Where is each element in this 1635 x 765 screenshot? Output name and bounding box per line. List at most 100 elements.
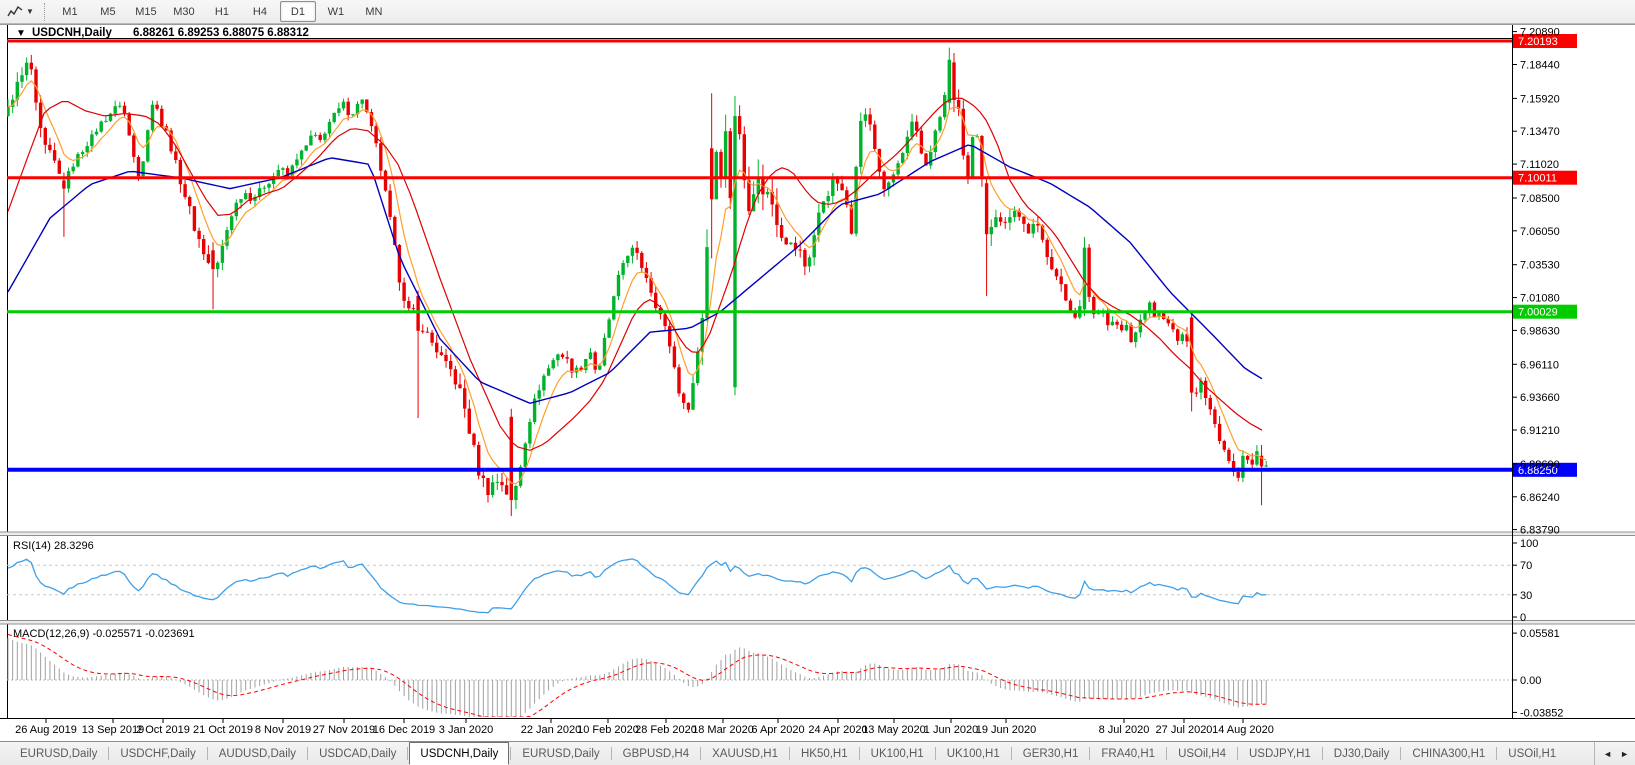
- timeframe-button-d1[interactable]: D1: [279, 1, 316, 22]
- tab-divider: [1400, 747, 1402, 760]
- price-badge: [1513, 462, 1577, 477]
- date-axis-label: 27 Nov 2019: [313, 724, 375, 736]
- rsi-axis-label: 0: [1520, 612, 1526, 624]
- chart-tab-uk100-h1[interactable]: UK100,H1: [870, 747, 924, 760]
- rsi-line: [7, 558, 1267, 614]
- chart-tab-audusd-daily[interactable]: AUDUSD,Daily: [218, 747, 297, 760]
- price-axis-label: 7.08500: [1520, 193, 1560, 205]
- triangle-left-icon[interactable]: ◄: [1603, 748, 1613, 759]
- triangle-right-icon[interactable]: ►: [1620, 748, 1629, 759]
- macd-axis-label: -0.03852: [1520, 707, 1563, 719]
- date-axis-label: 22 Jan 2020: [521, 724, 582, 736]
- date-axis-label: 18 Mar 2020: [692, 724, 754, 736]
- price-badge-label: 7.10011: [1518, 173, 1557, 185]
- date-axis-label: 19 Jun 2020: [976, 724, 1037, 736]
- candlestick-series: [7, 47, 1268, 517]
- date-axis-label: 14 Aug 2020: [1212, 724, 1274, 736]
- rsi-axis-label: 70: [1520, 560, 1532, 572]
- timeframe-button-h4[interactable]: H4: [252, 5, 267, 18]
- chart-tab-ger30-h1[interactable]: GER30,H1: [1022, 747, 1079, 760]
- chart-tab-hk50-h1[interactable]: HK50,H1: [800, 747, 848, 760]
- tab-divider: [1496, 747, 1498, 760]
- triangle-down-icon[interactable]: ▼: [16, 28, 26, 39]
- chart-tab-uk100-h1[interactable]: UK100,H1: [946, 747, 1000, 760]
- price-axis-label: 6.88690: [1520, 459, 1560, 471]
- date-axis-label: 10 Feb 2020: [577, 724, 639, 736]
- timeframe-button-h1[interactable]: H1: [214, 5, 229, 18]
- tab-divider: [1237, 747, 1238, 760]
- chart-tab-dj30-daily[interactable]: DJ30,Daily: [1333, 747, 1390, 760]
- tab-divider: [108, 747, 110, 760]
- price-axis-label: 7.20890: [1520, 27, 1560, 39]
- chart-canvas[interactable]: 7.20193 7.10011 7.00029 6.88250 100 70 30 0 0.…: [0, 24, 1635, 741]
- date-axis-label: 2 Oct 2019: [136, 724, 190, 736]
- chart-tab-china300-h1[interactable]: CHINA300,H1: [1412, 747, 1486, 760]
- price-axis-label: 7.01080: [1520, 293, 1560, 305]
- macd-axis-label: 0.00: [1520, 675, 1541, 687]
- price-badge: [1513, 304, 1577, 319]
- chart-title-symbol: USDCNH,Daily: [32, 27, 112, 39]
- chart-tools-dropdown[interactable]: ▼: [0, 0, 40, 23]
- tab-divider: [1010, 747, 1012, 760]
- toolbar-separator: [43, 2, 45, 21]
- tab-divider: [700, 747, 702, 760]
- chart-tab-eurusd-daily[interactable]: EURUSD,Daily: [20, 747, 98, 760]
- chart-title: ▼ USDCNH,Daily 6.88261 6.89253 6.88075 6…: [16, 27, 309, 39]
- timeframe-button-group: M1 M5 M15 M30 H1 H4 D1 W1 MN: [51, 1, 393, 22]
- macd-axis-label: 0.05581: [1520, 628, 1560, 640]
- price-axis-label: 7.06050: [1520, 226, 1560, 238]
- chart-tab-fra40-h1[interactable]: FRA40,H1: [1101, 747, 1156, 760]
- chevron-down-icon: ▼: [26, 7, 34, 16]
- timeframe-button-m15[interactable]: M15: [135, 5, 157, 18]
- price-axis-label: 6.98630: [1520, 325, 1560, 337]
- chart-tab-usdjpy-h1[interactable]: USDJPY,H1: [1249, 747, 1311, 760]
- rsi-axis-label: 30: [1520, 590, 1532, 602]
- timeframe-button-m30[interactable]: M30: [173, 5, 195, 18]
- tab-scroll-arrows: ◄ ►: [1594, 742, 1633, 765]
- moving-average-lines: [7, 80, 1267, 485]
- price-axis-label: 7.13470: [1520, 126, 1560, 138]
- chart-tab-xauusd-h1[interactable]: XAUUSD,H1: [712, 747, 778, 760]
- price-axis-label: 6.86240: [1520, 492, 1560, 504]
- date-axis-label: 6 Apr 2020: [751, 724, 804, 736]
- chart-tab-usdcnh-daily[interactable]: USDCNH,Daily: [409, 742, 510, 765]
- rsi-axis-label: 100: [1520, 538, 1538, 550]
- tab-divider: [206, 747, 208, 760]
- timeframe-button-m1[interactable]: M1: [62, 5, 78, 18]
- date-axis-label: 8 Jul 2020: [1099, 724, 1150, 736]
- tab-divider: [934, 747, 936, 760]
- date-axis-label: 16 Dec 2019: [373, 724, 435, 736]
- chart-tab-usoil-h1[interactable]: USOil,H1: [1508, 747, 1557, 760]
- chart-tab-usdcad-daily[interactable]: USDCAD,Daily: [319, 747, 397, 760]
- price-badge: [1513, 34, 1577, 48]
- price-axis-label: 6.91210: [1520, 425, 1560, 437]
- tab-divider: [1166, 747, 1168, 760]
- chart-title-ohlc: 6.88261 6.89253 6.88075 6.88312: [133, 27, 309, 39]
- chart-tab-eurusd-daily[interactable]: EURUSD,Daily: [522, 747, 600, 760]
- date-axis-label: 21 Oct 2019: [193, 724, 253, 736]
- tab-divider: [307, 747, 309, 760]
- price-badge-label: 7.00029: [1518, 307, 1558, 319]
- price-axis-label: 7.11020: [1520, 159, 1559, 171]
- horizontal-line-objects[interactable]: 7.20193 7.10011 7.00029 6.88250: [7, 34, 1577, 477]
- timeframe-button-w1[interactable]: W1: [327, 5, 345, 18]
- date-axis-label: 27 Jul 2020: [1156, 724, 1213, 736]
- price-badge-label: 7.20193: [1518, 36, 1558, 48]
- timeframe-button-mn[interactable]: MN: [365, 5, 383, 18]
- tab-divider: [1089, 747, 1091, 760]
- date-axis-label: 13 Sep 2019: [82, 724, 144, 736]
- chart-tab-gbpusd-h4[interactable]: GBPUSD,H4: [622, 747, 690, 760]
- price-axis[interactable]: 7.20890 7.18440 7.15920 7.13470 7.11020 7.085…: [1512, 27, 1560, 537]
- tab-divider: [858, 747, 860, 760]
- timeframe-button-m5[interactable]: M5: [100, 5, 116, 18]
- tab-divider: [788, 747, 790, 760]
- macd-signal-line: [7, 634, 1267, 717]
- macd-indicator-pane: 0.05581 0.00 -0.03852: [7, 628, 1563, 719]
- chart-tab-usdchf-daily[interactable]: USDCHF,Daily: [120, 747, 196, 760]
- chart-tab-bar: EURUSD,Daily USDCHF,Daily AUDUSD,Daily USDC…: [0, 741, 1635, 765]
- price-axis-label: 6.93660: [1520, 392, 1560, 404]
- chart-tab-usoil-h4[interactable]: USOil,H4: [1178, 747, 1226, 760]
- date-axis-label: 24 Apr 2020: [808, 724, 867, 736]
- line-chart-icon: [6, 4, 24, 20]
